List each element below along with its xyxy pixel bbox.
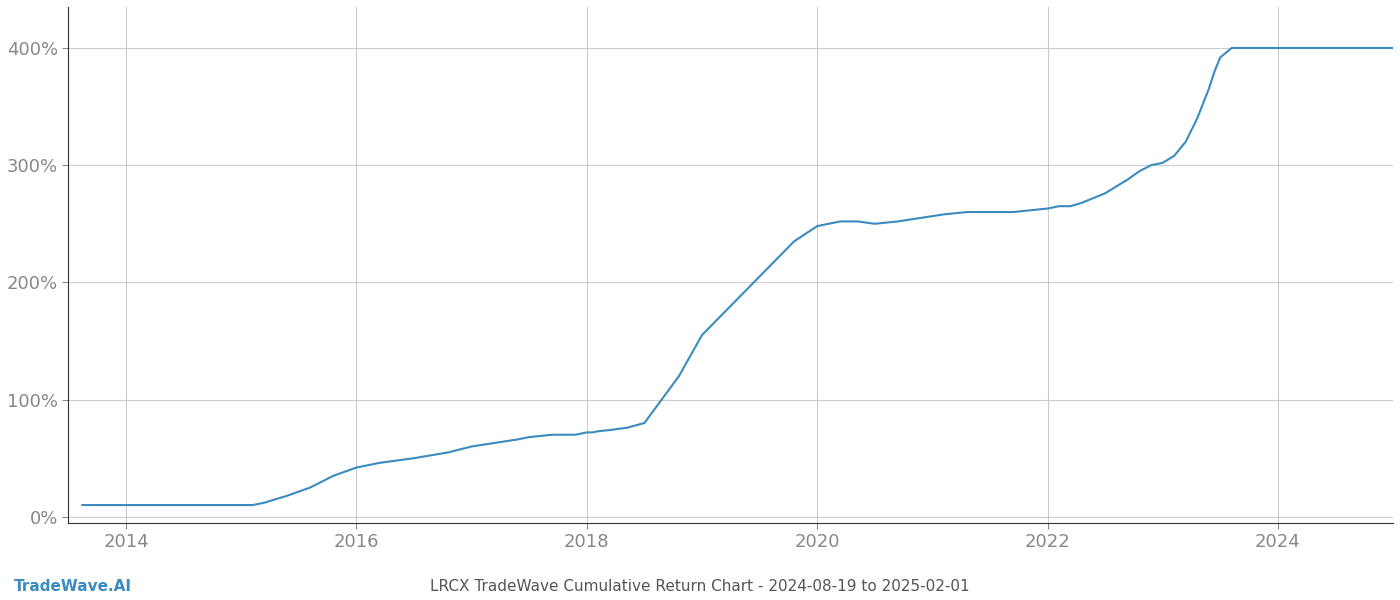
Text: LRCX TradeWave Cumulative Return Chart - 2024-08-19 to 2025-02-01: LRCX TradeWave Cumulative Return Chart -… [430,579,970,594]
Text: TradeWave.AI: TradeWave.AI [14,579,132,594]
